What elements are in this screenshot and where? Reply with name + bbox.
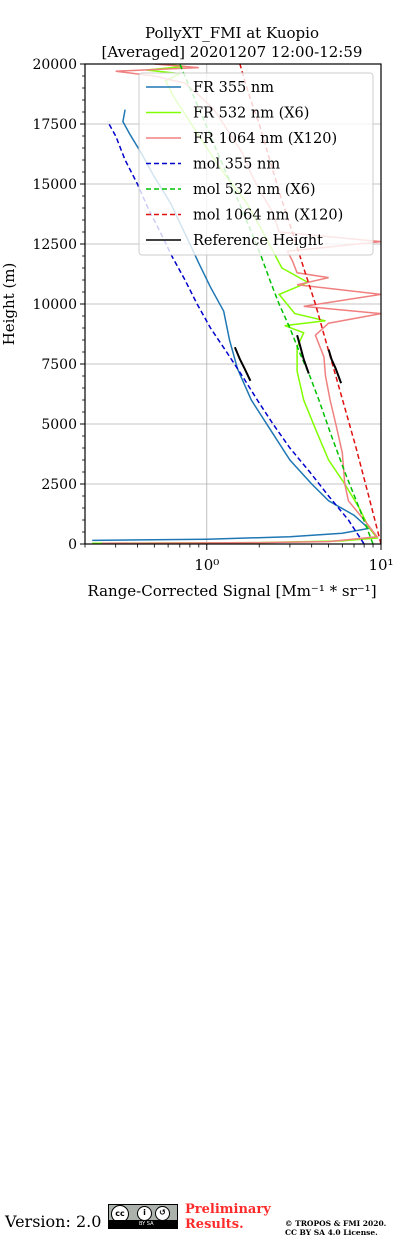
- series-reference-height-line: [327, 349, 343, 384]
- y-tick-label: 5000: [41, 417, 77, 433]
- cc-sa-icon: ↺: [155, 1206, 170, 1221]
- cc-strip-label: BY SA: [139, 1221, 154, 1227]
- y-tick-label: 17500: [32, 117, 77, 133]
- series-mol-532-nm-x6-line: [179, 64, 374, 544]
- series-mol-355-nm-line: [107, 121, 365, 544]
- x-axis-label: Range-Corrected Signal [Mm⁻¹ * sr⁻¹]: [87, 582, 376, 600]
- legend-fr-1064-nm-x120-label: FR 1064 nm (X120): [193, 131, 337, 147]
- legend-mol-532-nm-x6-label: mol 532 nm (X6): [193, 182, 316, 198]
- copyright-notice: © TROPOS & FMI 2020. CC BY SA 4.0 Licens…: [285, 1219, 386, 1237]
- y-tick-label: 0: [68, 537, 77, 553]
- y-tick-label: 15000: [32, 177, 77, 193]
- series-mol-1064-nm-x120-line: [239, 64, 381, 544]
- y-tick-label: 12500: [32, 237, 77, 253]
- y-tick-label: 10000: [32, 297, 77, 313]
- y-axis-label: Height (m): [0, 263, 18, 346]
- legend-fr-355-nm-label: FR 355 nm: [193, 80, 274, 96]
- cc-by-icon: i: [137, 1206, 152, 1221]
- footer: Version: 2.0 cc i ↺ BY SA Preliminary Re…: [0, 600, 400, 1237]
- chart-title-line2: [Averaged] 20201207 12:00-12:59: [102, 43, 363, 61]
- ticks: 0 2500 5000 7500 10000 12500 15000 17500 20000 10…: [32, 57, 393, 574]
- x-tick-label: 10⁰: [194, 556, 219, 574]
- y-tick-label: 20000: [32, 57, 77, 73]
- y-tick-label: 2500: [41, 477, 77, 493]
- legend: FR 355 nm FR 532 nm (X6) FR 1064 nm (X120)…: [138, 72, 374, 256]
- legend-reference-height-label: Reference Height: [193, 233, 323, 249]
- lidar-chart: PollyXT_FMI at Kuopio [Averaged] 2020120…: [0, 24, 394, 600]
- preliminary-line1: Preliminary: [185, 1202, 271, 1217]
- preliminary-notice: Preliminary Results.: [185, 1202, 271, 1232]
- version-label: Version: 2.0: [5, 1212, 102, 1231]
- x-tick-label: 10¹: [368, 556, 393, 574]
- legend-mol-1064-nm-x120-label: mol 1064 nm (X120): [193, 208, 343, 224]
- legend-box: [138, 72, 374, 256]
- legend-fr-532-nm-x6-label: FR 532 nm (X6): [193, 106, 309, 122]
- series-reference-height-line: [233, 346, 252, 382]
- y-tick-label: 7500: [41, 357, 77, 373]
- chart-title-line1: PollyXT_FMI at Kuopio: [145, 24, 319, 42]
- series-reference-height-line: [296, 334, 310, 374]
- cc-license-badge: cc i ↺ BY SA: [108, 1204, 178, 1229]
- preliminary-line2: Results.: [185, 1217, 244, 1232]
- legend-mol-355-nm-label: mol 355 nm: [193, 157, 280, 173]
- copyright-line2: CC BY SA 4.0 License.: [285, 1228, 378, 1237]
- copyright-line1: © TROPOS & FMI 2020.: [285, 1219, 387, 1228]
